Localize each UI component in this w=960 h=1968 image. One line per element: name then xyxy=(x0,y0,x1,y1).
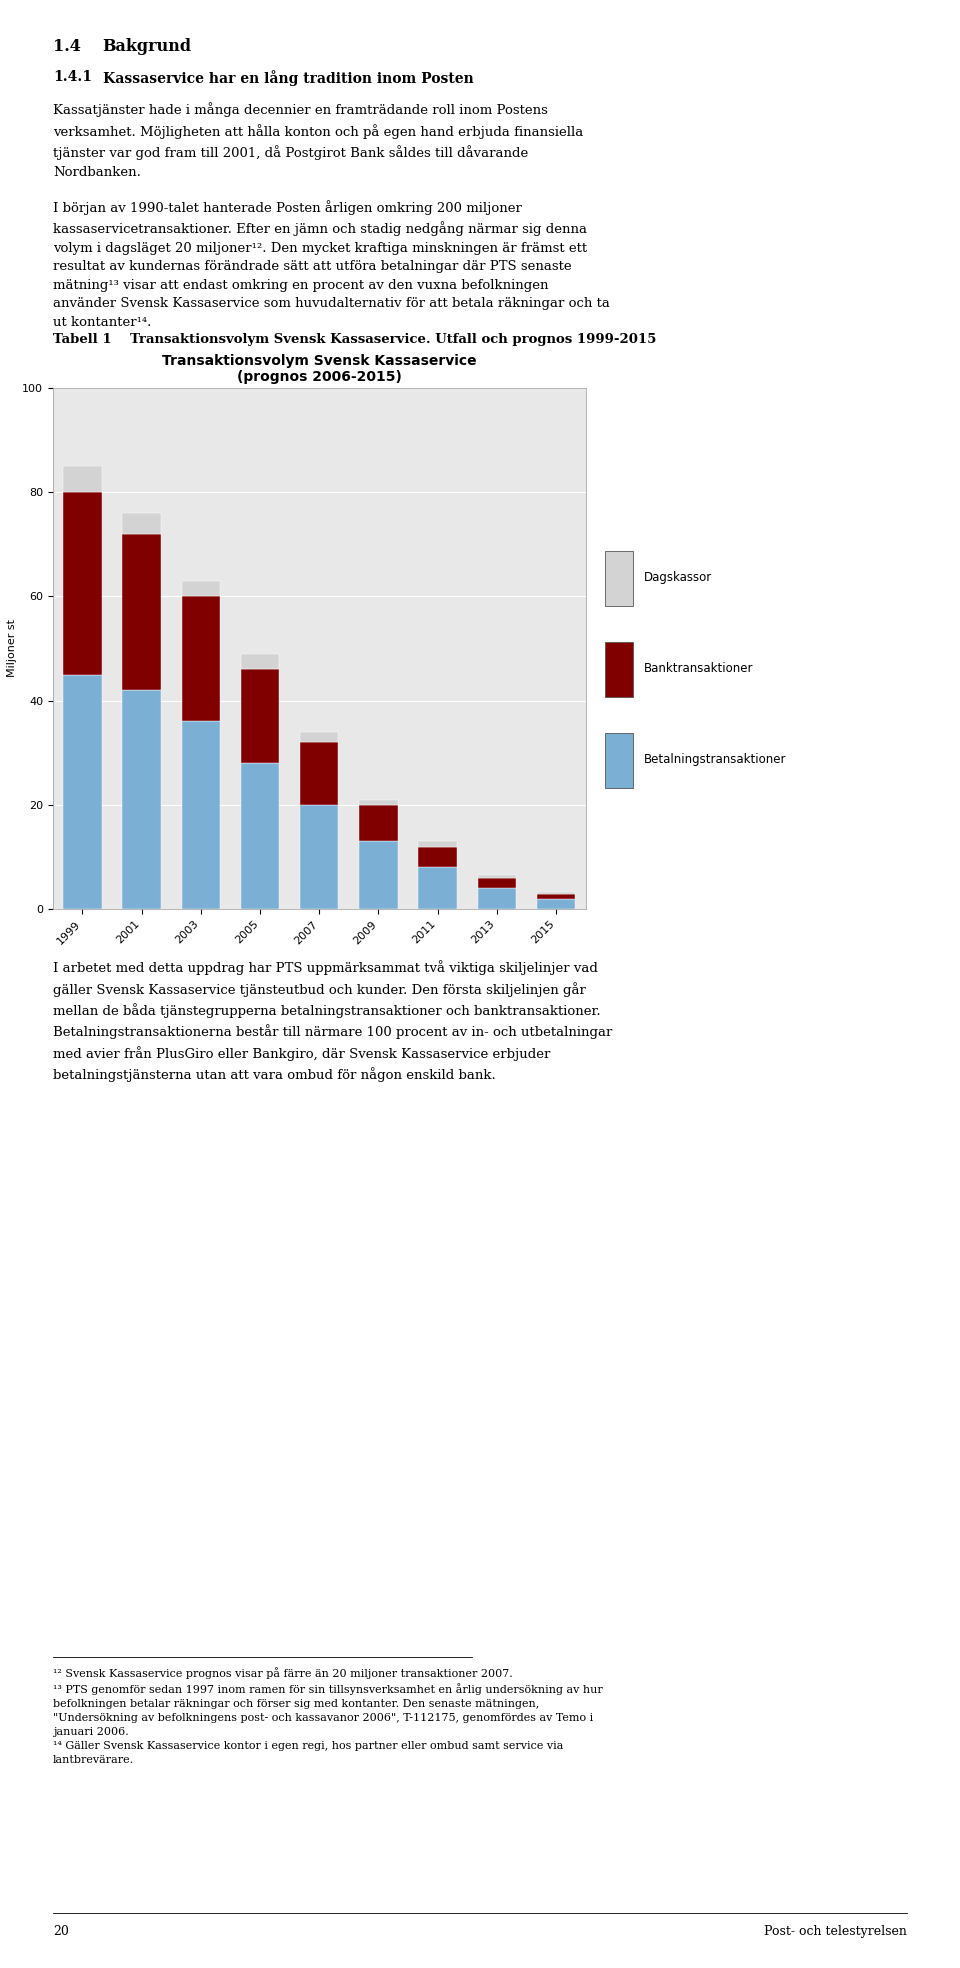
Bar xyxy=(359,799,397,805)
Bar xyxy=(300,742,339,805)
Text: Banktransaktioner: Banktransaktioner xyxy=(644,661,754,675)
Bar xyxy=(359,842,397,909)
Bar xyxy=(605,732,633,789)
Text: Bakgrund: Bakgrund xyxy=(103,37,192,55)
Text: Betalningstransaktioner: Betalningstransaktioner xyxy=(644,752,787,766)
Bar xyxy=(477,876,516,878)
Bar xyxy=(122,533,161,691)
Text: Tabell 1    Transaktionsvolym Svensk Kassaservice. Utfall och prognos 1999-2015: Tabell 1 Transaktionsvolym Svensk Kassas… xyxy=(53,333,657,346)
Bar xyxy=(241,653,279,669)
Bar xyxy=(181,722,220,909)
Bar xyxy=(63,466,102,492)
Bar xyxy=(241,764,279,909)
Text: 20: 20 xyxy=(53,1925,69,1938)
Bar xyxy=(122,691,161,909)
Bar xyxy=(605,551,633,606)
Bar xyxy=(63,492,102,675)
Bar xyxy=(419,868,457,909)
Bar xyxy=(537,893,575,899)
Bar xyxy=(419,842,457,846)
Bar xyxy=(63,675,102,909)
Bar xyxy=(419,846,457,868)
Text: Post- och telestyrelsen: Post- och telestyrelsen xyxy=(764,1925,907,1938)
Text: Kassatjänster hade i många decennier en framträdande roll inom Postens
verksamhe: Kassatjänster hade i många decennier en … xyxy=(53,102,583,179)
Bar xyxy=(605,642,633,697)
Bar xyxy=(537,899,575,909)
Bar xyxy=(181,596,220,722)
Bar xyxy=(477,888,516,909)
Y-axis label: Miljoner st: Miljoner st xyxy=(7,620,16,677)
Bar xyxy=(359,805,397,842)
Text: Dagskassor: Dagskassor xyxy=(644,571,712,584)
Text: ¹² Svensk Kassaservice prognos visar på färre än 20 miljoner transaktioner 2007.: ¹² Svensk Kassaservice prognos visar på … xyxy=(53,1667,603,1765)
Text: 1.4: 1.4 xyxy=(53,37,81,55)
Bar xyxy=(300,805,339,909)
Bar xyxy=(300,732,339,742)
Bar xyxy=(181,581,220,596)
Bar xyxy=(477,878,516,888)
Text: 1.4.1: 1.4.1 xyxy=(53,69,92,85)
Text: I början av 1990-talet hanterade Posten årligen omkring 200 miljoner
kassaservic: I början av 1990-talet hanterade Posten … xyxy=(53,201,610,329)
Text: Kassaservice har en lång tradition inom Posten: Kassaservice har en lång tradition inom … xyxy=(103,69,473,87)
Bar xyxy=(122,514,161,533)
Title: Transaktionsvolym Svensk Kassaservice
(prognos 2006-2015): Transaktionsvolym Svensk Kassaservice (p… xyxy=(162,354,476,384)
Bar xyxy=(241,669,279,764)
Text: I arbetet med detta uppdrag har PTS uppmärksammat två viktiga skiljelinjer vad
g: I arbetet med detta uppdrag har PTS uppm… xyxy=(53,960,612,1082)
